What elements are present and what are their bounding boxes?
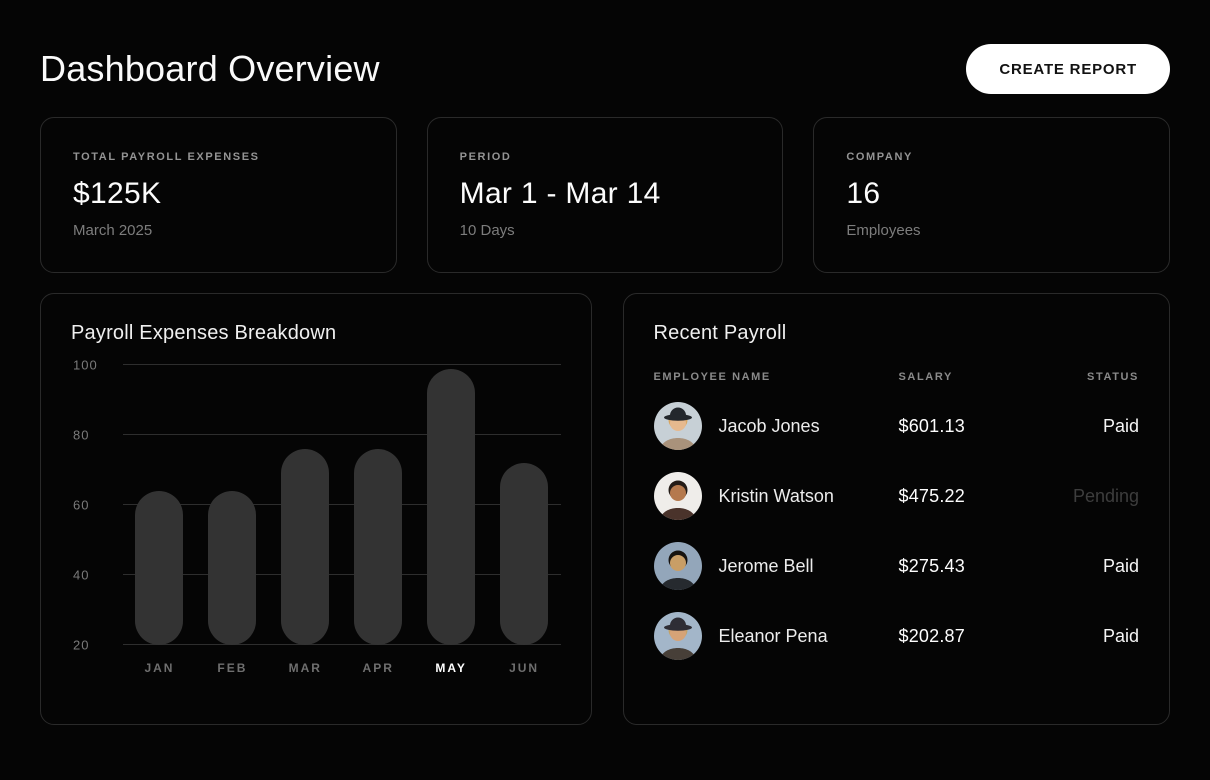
bar-chart: 100 80 60 40 20 JAN FEB MAR APR MAY JUN xyxy=(71,358,561,675)
chart-plot xyxy=(123,364,561,645)
employee-name: Eleanor Pena xyxy=(718,625,828,646)
bar-mar xyxy=(281,449,330,645)
x-tick-apr: APR xyxy=(362,661,394,675)
status-value: Paid xyxy=(1102,415,1139,436)
recent-payroll-title: Recent Payroll xyxy=(653,322,787,344)
avatar xyxy=(653,472,702,520)
employee-name: Jacob Jones xyxy=(718,415,820,436)
x-tick-mar: MAR xyxy=(288,661,322,675)
employee-cell: Jerome Bell xyxy=(653,542,899,590)
salary-value: $475.22 xyxy=(898,485,965,506)
gridline-20 xyxy=(123,644,561,645)
table-row: Jacob Jones $601.13 Paid xyxy=(653,391,1139,461)
stat-value: Mar 1 - Mar 14 xyxy=(459,177,661,210)
y-tick-100: 100 xyxy=(73,357,98,373)
chart-x-axis: JAN FEB MAR APR MAY JUN xyxy=(123,661,561,675)
gridline-40 xyxy=(123,574,561,575)
column-status: STATUS xyxy=(1087,371,1139,383)
employee-cell: Eleanor Pena xyxy=(653,612,899,660)
bar-apr xyxy=(354,449,403,645)
x-tick-may: MAY xyxy=(435,661,467,675)
y-tick-80: 80 xyxy=(73,427,90,443)
bar-feb xyxy=(208,491,257,645)
stat-label: PERIOD xyxy=(459,151,512,163)
x-tick-jan: JAN xyxy=(144,661,175,675)
column-salary: SALARY xyxy=(898,371,953,383)
gridline-80 xyxy=(123,434,561,435)
stat-subtitle: March 2025 xyxy=(73,222,153,239)
gridline-100 xyxy=(123,364,561,365)
salary-value: $275.43 xyxy=(898,555,965,576)
status-value: Pending xyxy=(1072,485,1139,506)
bar-jun xyxy=(500,463,549,645)
salary-value: $601.13 xyxy=(898,415,965,436)
create-report-button[interactable]: CREATE REPORT xyxy=(966,44,1170,94)
y-tick-60: 60 xyxy=(73,497,90,513)
table-row: Eleanor Pena $202.87 Paid xyxy=(653,601,1139,671)
stat-label: TOTAL PAYROLL EXPENSES xyxy=(73,151,260,163)
payroll-table-body: Jacob Jones $601.13 Paid Kristin Watson $475… xyxy=(653,391,1139,671)
payroll-table-header: EMPLOYEE NAME SALARY STATUS xyxy=(654,371,1140,383)
stat-card-0: TOTAL PAYROLL EXPENSES $125K March 2025 xyxy=(40,117,397,273)
chart-title: Payroll Expenses Breakdown xyxy=(71,322,337,344)
stat-card-2: COMPANY 16 Employees xyxy=(813,117,1170,273)
x-tick-jun: JUN xyxy=(509,661,540,675)
content-row: Payroll Expenses Breakdown 100 80 60 40 20 J… xyxy=(40,293,1170,725)
column-employee-name: EMPLOYEE NAME xyxy=(653,371,771,383)
payroll-chart-card: Payroll Expenses Breakdown 100 80 60 40 20 J… xyxy=(40,293,592,725)
avatar xyxy=(653,542,702,590)
employee-name: Kristin Watson xyxy=(718,485,834,506)
employee-cell: Jacob Jones xyxy=(653,402,899,450)
y-tick-20: 20 xyxy=(73,637,90,653)
stats-row: TOTAL PAYROLL EXPENSES $125K March 2025 PER… xyxy=(40,117,1170,273)
chart-y-axis: 100 80 60 40 20 xyxy=(71,358,123,653)
employee-cell: Kristin Watson xyxy=(653,472,899,520)
avatar xyxy=(653,402,702,450)
stat-value: $125K xyxy=(73,177,162,210)
recent-payroll-card: Recent Payroll EMPLOYEE NAME SALARY STAT… xyxy=(622,293,1170,725)
status-value: Paid xyxy=(1102,625,1139,646)
page-header: Dashboard Overview CREATE REPORT xyxy=(40,44,1170,94)
salary-value: $202.87 xyxy=(898,625,965,646)
avatar xyxy=(653,612,702,660)
status-value: Paid xyxy=(1102,555,1139,576)
bar-jan xyxy=(135,491,184,645)
bar-may xyxy=(427,368,476,645)
stat-value: 16 xyxy=(846,177,881,210)
x-tick-feb: FEB xyxy=(217,661,248,675)
stat-subtitle: 10 Days xyxy=(459,222,515,239)
y-tick-40: 40 xyxy=(73,567,90,583)
gridline-60 xyxy=(123,504,561,505)
employee-name: Jerome Bell xyxy=(718,555,814,576)
stat-label: COMPANY xyxy=(846,151,913,163)
stat-card-1: PERIOD Mar 1 - Mar 14 10 Days xyxy=(426,117,784,273)
table-row: Kristin Watson $475.22 Pending xyxy=(653,461,1139,531)
table-row: Jerome Bell $275.43 Paid xyxy=(653,531,1139,601)
stat-subtitle: Employees xyxy=(846,222,921,239)
page-title: Dashboard Overview xyxy=(40,48,380,89)
